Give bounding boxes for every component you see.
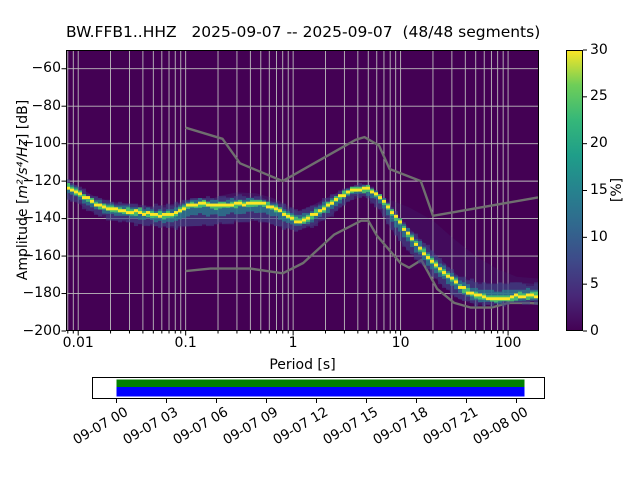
colorbar-tick-label: 0	[590, 322, 599, 339]
x-tick-label: 1	[288, 335, 298, 351]
colorbar-tick-label: 5	[590, 275, 599, 292]
y-tick-label: −80	[31, 97, 61, 114]
x-tick-label: 100	[494, 335, 522, 351]
colorbar-tick-label: 25	[590, 88, 608, 105]
x-tick-label: 0.01	[62, 335, 94, 351]
chart-title: BW.FFB1..HHZ 2025-09-07 -- 2025-09-07 (4…	[66, 23, 541, 41]
y-tick-label: −120	[22, 172, 61, 189]
colorbar-label: [%]	[609, 177, 625, 203]
colorbar-tick-label: 10	[590, 228, 608, 245]
x-axis-label: Period [s]	[269, 357, 336, 373]
x-tick-label: 0.1	[174, 335, 197, 351]
y-tick-label: −140	[22, 210, 61, 227]
colorbar-tick-label: 15	[590, 182, 608, 198]
y-tick-label: −100	[22, 135, 61, 152]
y-tick-label: −180	[22, 285, 61, 302]
x-tick-label: 10	[391, 335, 410, 351]
y-tick-label: −60	[31, 60, 61, 77]
y-tick-label: −160	[22, 247, 61, 264]
colorbar-tick-label: 30	[590, 41, 608, 58]
y-tick-label: −200	[22, 322, 61, 339]
colorbar-tick-label: 20	[590, 135, 608, 152]
